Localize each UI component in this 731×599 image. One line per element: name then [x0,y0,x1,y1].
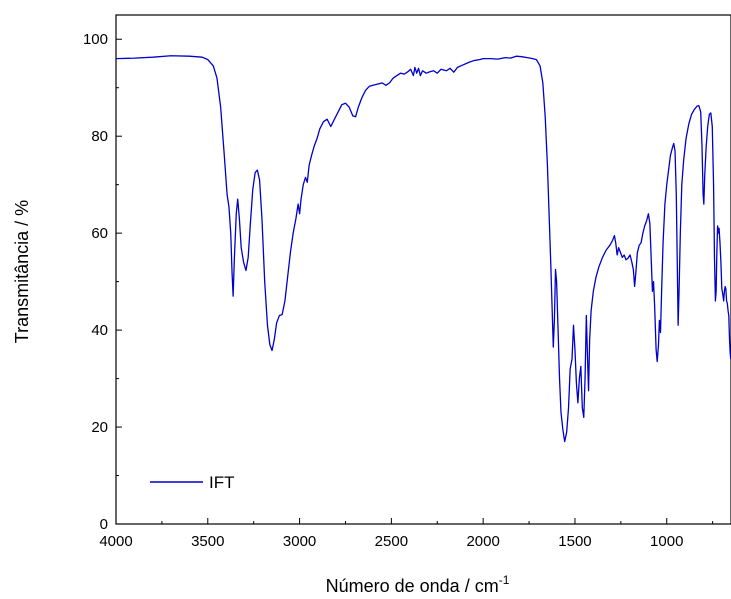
plot-area [115,14,731,525]
x-axis-title-superscript: -1 [499,573,510,587]
x-tick-label: 2500 [375,533,408,550]
legend: IFT [150,473,235,492]
x-axis-title: Número de onda / cm-1 [326,573,510,596]
x-axis-title-text: Número de onda / cm [326,576,499,596]
x-tick-label: 1000 [650,533,683,550]
x-axis: 4000 3500 3000 2500 2000 1500 1000 [99,518,714,550]
x-tick-label: 3500 [191,533,224,550]
x-tick-label: 1500 [558,533,591,550]
y-tick-label: 100 [83,31,108,48]
x-tick-label: 4000 [99,533,132,550]
y-axis: 0 20 40 60 80 100 [83,31,122,533]
x-tick-label: 3000 [283,533,316,550]
x-tick-label: 2000 [466,533,499,550]
legend-label-ift: IFT [209,473,235,492]
y-tick-label: 60 [91,225,108,242]
series-line-ift [116,55,731,443]
y-axis-title: Transmitância / % [12,200,32,343]
plot-frame [115,14,731,525]
y-tick-label: 0 [100,516,108,533]
y-tick-label: 20 [91,419,108,436]
y-tick-label: 40 [91,322,108,339]
series-layer [116,55,731,443]
y-tick-label: 80 [91,128,108,145]
